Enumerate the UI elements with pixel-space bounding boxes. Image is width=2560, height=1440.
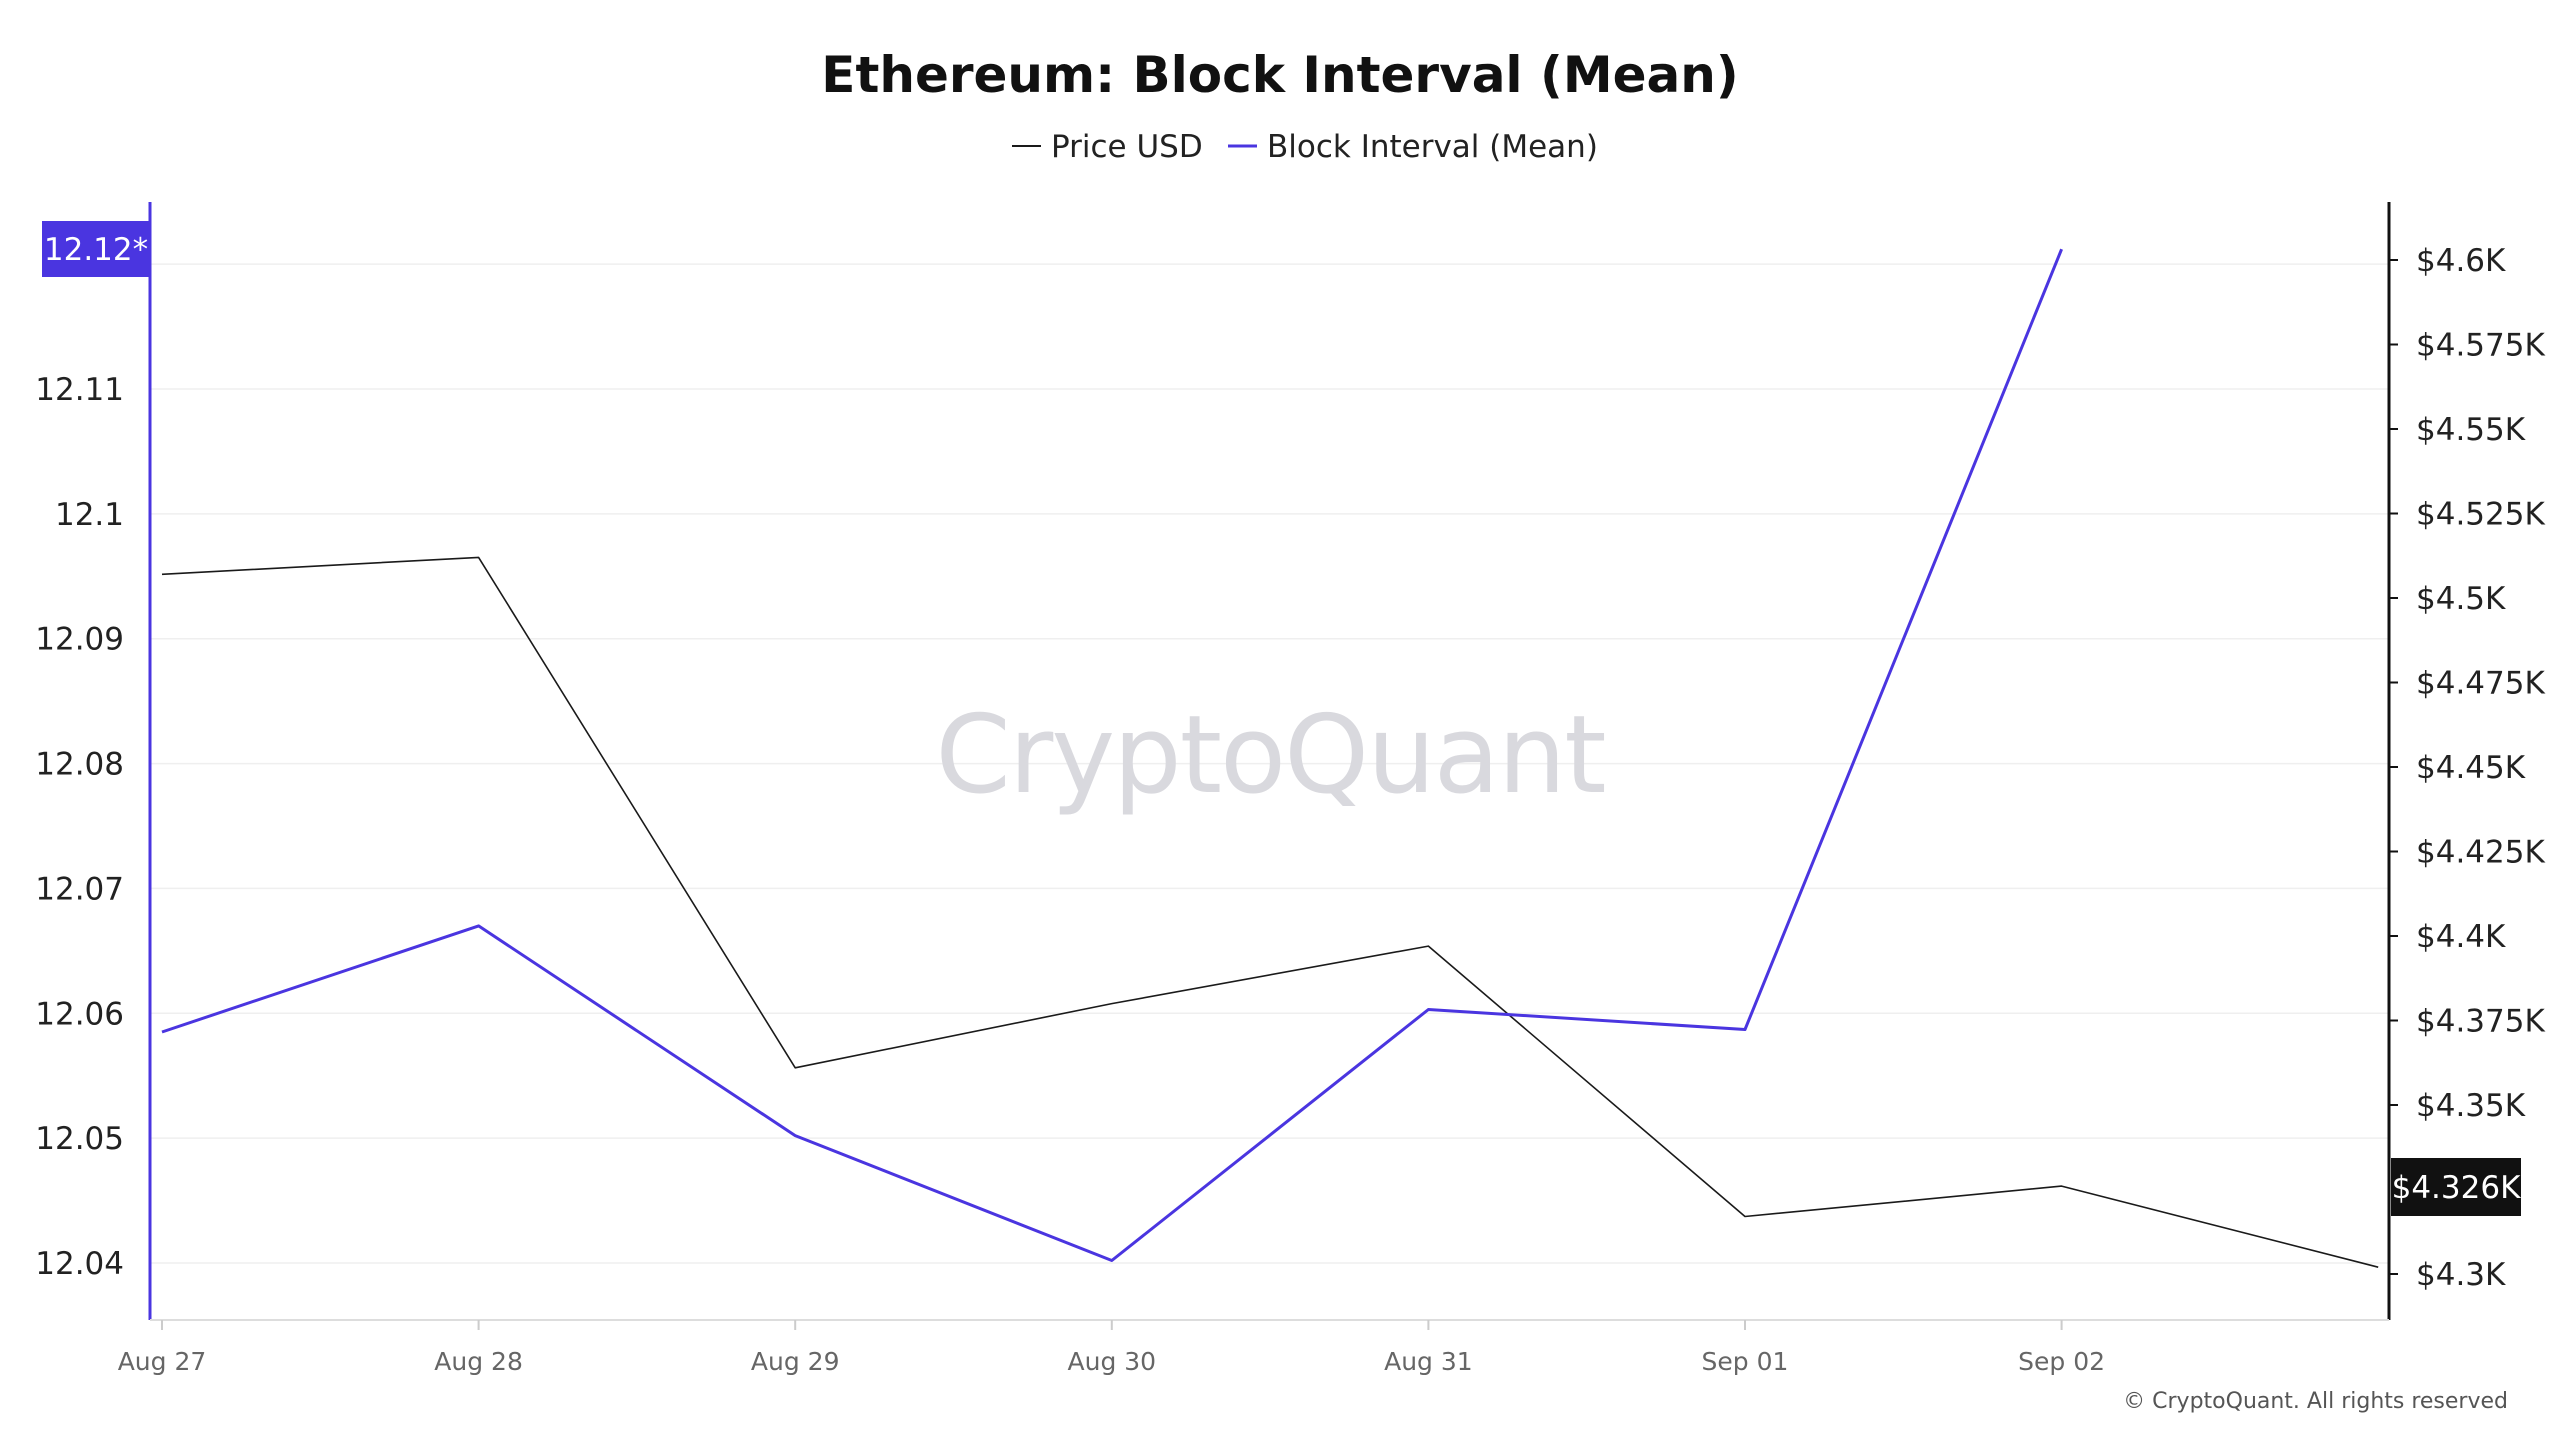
right-current-badge: $4.326K (2391, 1158, 2521, 1216)
right-tick-label: $4.55K (2416, 412, 2526, 448)
chart-title: Ethereum: Block Interval (Mean) (821, 46, 1738, 104)
series-lines (161, 248, 2379, 1268)
series-line-price-usd[interactable] (161, 556, 2379, 1268)
x-tick-label: Sep 02 (2018, 1347, 2105, 1376)
x-tick-label: Aug 28 (434, 1347, 523, 1376)
left-current-badge: 12.12* (42, 221, 150, 277)
right-tick-label: $4.45K (2416, 750, 2526, 786)
right-current-badge-label: $4.326K (2392, 1170, 2521, 1206)
watermark: CryptoQuant (935, 693, 1604, 818)
right-tick-label: $4.525K (2416, 497, 2545, 533)
x-tick-label: Aug 29 (751, 1347, 840, 1376)
left-tick-label: 12.11 (35, 372, 124, 408)
copyright: © CryptoQuant. All rights reserved (2123, 1389, 2508, 1414)
right-tick-label: $4.5K (2416, 581, 2506, 617)
right-tick-label: $4.6K (2416, 243, 2506, 279)
series-line-block-interval[interactable] (161, 248, 2063, 1262)
left-tick-label: 12.1 (55, 497, 124, 533)
x-tick-label: Aug 31 (1384, 1347, 1473, 1376)
x-tick-label: Aug 30 (1068, 1347, 1157, 1376)
right-tick-label: $4.3K (2416, 1257, 2506, 1293)
right-tick-label: $4.575K (2416, 328, 2545, 364)
left-tick-label: 12.07 (35, 871, 124, 907)
right-tick-label: $4.375K (2416, 1004, 2545, 1040)
left-tick-label: 12.06 (35, 996, 124, 1032)
left-current-badge-bg (42, 221, 150, 277)
right-tick-label: $4.4K (2416, 919, 2506, 955)
left-tick-label: 12.05 (35, 1121, 124, 1157)
x-axis-ticks: Aug 27 Aug 28 Aug 29 Aug 30 Aug 31 Sep 01 Sep … (118, 1320, 2105, 1376)
gridlines (150, 263, 2389, 1264)
right-tick-label: $4.425K (2416, 835, 2545, 871)
legend-label-price-usd: Price USD (1051, 129, 1203, 165)
legend-item-block-interval[interactable]: Block Interval (Mean) (1228, 129, 1598, 165)
x-tick-label: Aug 27 (118, 1347, 207, 1376)
left-tick-label: 12.09 (35, 622, 124, 658)
right-tick-label: $4.35K (2416, 1088, 2526, 1124)
left-axis-ticks: 12.04 12.05 12.06 12.07 12.08 12.09 12.1 12.11 (35, 372, 124, 1282)
legend-label-block-interval: Block Interval (Mean) (1267, 129, 1598, 165)
x-tick-label: Sep 01 (1702, 1347, 1789, 1376)
left-tick-label: 12.04 (35, 1246, 124, 1282)
legend-item-price-usd[interactable]: Price USD (1012, 129, 1203, 165)
right-current-badge-bg (2391, 1158, 2521, 1216)
right-tick-label: $4.475K (2416, 666, 2545, 702)
left-tick-label: 12.08 (35, 747, 124, 783)
left-current-badge-label: 12.12* (44, 232, 148, 268)
right-axis-ticks: $4.3K $4.35K $4.375K $4.4K $4.425K $4.45K $4.4… (2389, 243, 2545, 1293)
legend: Price USD Block Interval (Mean) (1012, 129, 1598, 165)
